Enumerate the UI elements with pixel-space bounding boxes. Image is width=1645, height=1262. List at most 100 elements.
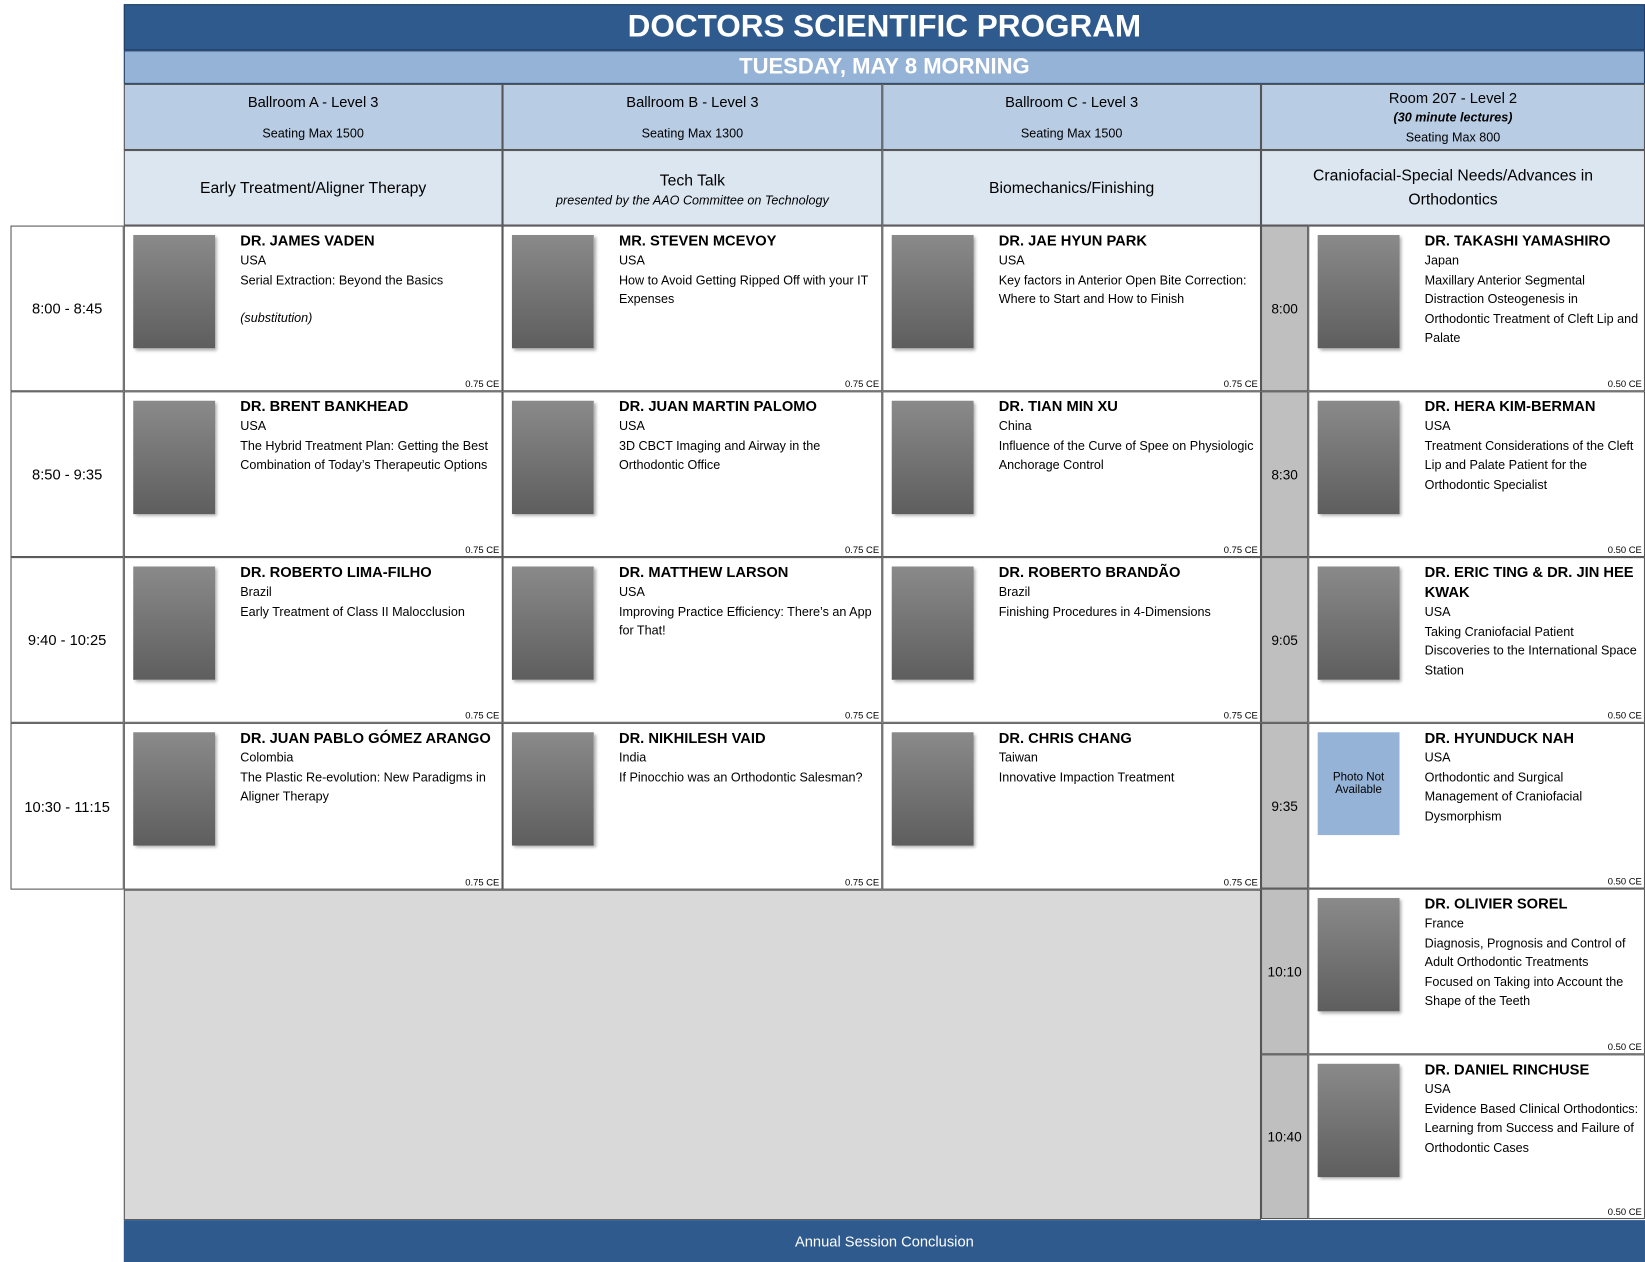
speaker-country: China <box>998 418 1032 434</box>
speaker-photo <box>1317 1063 1400 1178</box>
track-name: Early Treatment/Aligner Therapy <box>200 178 427 197</box>
ce-credit: 0.75 CE <box>1223 877 1258 888</box>
session-text: DR. TAKASHI YAMASHIRO Japan Maxillary Ante… <box>1425 231 1640 348</box>
session-time: 10:40 <box>1261 1054 1309 1220</box>
track-header: Early Treatment/Aligner Therapy <box>123 150 503 226</box>
room-name: Ballroom C - Level 3 <box>1005 92 1139 110</box>
empty-area <box>123 889 1262 1221</box>
session-title: Finishing Procedures in 4-Dimensions <box>998 603 1211 619</box>
session-cell: DR. JAMES VADEN USA Serial Extraction: Bey… <box>123 225 503 392</box>
track-name: Biomechanics/Finishing <box>988 178 1155 197</box>
session-title: Innovative Impaction Treatment <box>998 769 1175 785</box>
page-subtitle: TUESDAY, MAY 8 MORNING <box>123 50 1645 84</box>
ce-credit: 0.75 CE <box>845 877 880 888</box>
speaker-country: Brazil <box>240 584 272 600</box>
session-text: DR. NIKHILESH VAID India If Pinocchio was … <box>619 728 877 787</box>
speaker-name: DR. ROBERTO BRANDÃO <box>998 563 1181 581</box>
session-cell: DR. ROBERTO BRANDÃO Brazil Finishing Proce… <box>882 557 1262 723</box>
room-header: Ballroom C - Level 3 Seating Max 1500 <box>882 83 1262 151</box>
session-title: Influence of the Curve of Spee on Physio… <box>998 437 1254 473</box>
ce-credit: 0.75 CE <box>845 378 880 390</box>
session-title: Orthodontic and Surgical Management of C… <box>1424 769 1583 824</box>
room-header: Room 207 - Level 2 (30 minute lectures) Se… <box>1261 83 1645 151</box>
track-name: Tech Talk <box>659 171 726 190</box>
session-title: Diagnosis, Prognosis and Control of Adul… <box>1424 935 1626 1009</box>
session-cell: DR. ROBERTO LIMA-FILHO Brazil Early Treatm… <box>123 557 503 723</box>
speaker-country: USA <box>1424 750 1451 765</box>
ce-credit: 0.50 CE <box>1607 544 1642 555</box>
speaker-photo <box>511 566 594 680</box>
session-time: 9:35 <box>1261 722 1309 889</box>
session-cell: DR. NIKHILESH VAID India If Pinocchio was … <box>502 722 883 890</box>
ce-credit: 0.50 CE <box>1607 378 1642 390</box>
time-slot: 8:50 - 9:35 <box>10 391 124 558</box>
speaker-country: USA <box>618 584 645 600</box>
time-slot: 8:00 - 8:45 <box>10 225 124 392</box>
speaker-photo <box>511 400 594 515</box>
session-text: DR. JUAN PABLO GÓMEZ ARANGO Colombia The P… <box>240 728 497 806</box>
session-cell: DR. MATTHEW LARSON USA Improving Practice … <box>502 557 883 723</box>
room-header: Ballroom B - Level 3 Seating Max 1300 <box>502 83 883 151</box>
speaker-name: DR. JAE HYUN PARK <box>998 231 1147 249</box>
speaker-country: Brazil <box>998 584 1031 600</box>
track-header: Craniofacial-Special Needs/Advances in O… <box>1261 150 1645 226</box>
session-text: DR. JAMES VADEN USA Serial Extraction: Bey… <box>240 231 497 328</box>
speaker-name: DR. BRENT BANKHEAD <box>240 397 409 415</box>
track-header: Tech Talk presented by the AAO Committee … <box>502 150 883 226</box>
speaker-country: India <box>618 750 647 765</box>
session-text: DR. BRENT BANKHEAD USA The Hybrid Treatmen… <box>240 397 497 475</box>
ce-credit: 0.75 CE <box>1223 710 1258 721</box>
ce-credit: 0.75 CE <box>845 544 880 555</box>
session-title: Key factors in Anterior Open Bite Correc… <box>998 272 1247 307</box>
session-cell: DR. TIAN MIN XU China Influence of the Cur… <box>882 391 1262 558</box>
session-text: DR. DANIEL RINCHUSE USA Evidence Based Cli… <box>1425 1060 1640 1158</box>
session-text: DR. TIAN MIN XU China Influence of the Cur… <box>999 397 1256 475</box>
session-text: DR. HYUNDUCK NAH USA Orthodontic and Surgi… <box>1425 728 1640 826</box>
session-time: 8:00 <box>1261 225 1309 392</box>
session-cell: DR. ERIC TING & DR. JIN HEE KWAK USA Takin… <box>1308 557 1645 723</box>
session-title: Improving Practice Efficiency: There’s a… <box>618 603 872 638</box>
speaker-name: DR. JUAN PABLO GÓMEZ ARANGO <box>240 729 491 746</box>
speaker-country: USA <box>240 418 267 434</box>
speaker-photo <box>511 234 594 349</box>
speaker-photo <box>133 400 216 515</box>
ce-credit: 0.75 CE <box>465 378 500 390</box>
speaker-country: Taiwan <box>998 750 1038 765</box>
ce-credit: 0.75 CE <box>465 710 500 721</box>
session-text: DR. HERA KIM-BERMAN USA Treatment Consider… <box>1425 397 1640 495</box>
speaker-name: DR. DANIEL RINCHUSE <box>1424 1060 1590 1078</box>
session-text: MR. STEVEN MCEVOY USA How to Avoid Getting… <box>619 231 877 309</box>
time-slot: 9:40 - 10:25 <box>10 557 124 723</box>
speaker-photo <box>891 566 974 680</box>
speaker-name: DR. OLIVIER SOREL <box>1424 894 1568 912</box>
ce-credit: 0.75 CE <box>845 710 880 721</box>
speaker-name: DR. TAKASHI YAMASHIRO <box>1424 231 1611 249</box>
session-text: DR. OLIVIER SOREL France Diagnosis, Progno… <box>1425 894 1640 1011</box>
session-cell: DR. JUAN PABLO GÓMEZ ARANGO Colombia The P… <box>123 722 503 890</box>
speaker-name: DR. JAMES VADEN <box>240 231 375 249</box>
session-title: Evidence Based Clinical Orthodontics: Le… <box>1424 1101 1639 1155</box>
speaker-name: MR. STEVEN MCEVOY <box>618 231 777 249</box>
session-cell: DR. OLIVIER SOREL France Diagnosis, Progno… <box>1308 888 1645 1055</box>
ce-credit: 0.50 CE <box>1607 875 1642 887</box>
session-cell: DR. JUAN MARTIN PALOMO USA 3D CBCT Imaging… <box>502 391 883 558</box>
session-time: 10:10 <box>1261 888 1309 1055</box>
session-text: DR. JUAN MARTIN PALOMO USA 3D CBCT Imaging… <box>619 397 877 475</box>
session-cell: DR. CHRIS CHANG Taiwan Innovative Impactio… <box>882 722 1262 890</box>
room-seating: Seating Max 1500 <box>1020 125 1123 141</box>
page-title: DOCTORS SCIENTIFIC PROGRAM <box>123 4 1645 51</box>
speaker-name: DR. MATTHEW LARSON <box>618 563 789 581</box>
room-name: Ballroom B - Level 3 <box>626 92 759 110</box>
ce-credit: 0.50 CE <box>1607 710 1642 721</box>
session-cell: DR. TAKASHI YAMASHIRO Japan Maxillary Ante… <box>1308 225 1645 392</box>
track-note: presented by the AAO Committee on Techno… <box>556 192 829 208</box>
session-title: Serial Extraction: Beyond the Basics <box>240 272 444 287</box>
speaker-name: DR. TIAN MIN XU <box>998 397 1118 415</box>
room-seating: Seating Max 800 <box>1405 129 1501 145</box>
speaker-photo <box>891 400 974 515</box>
speaker-photo <box>891 732 974 846</box>
track-header: Biomechanics/Finishing <box>882 150 1262 226</box>
room-name: Room 207 - Level 2 <box>1388 88 1518 106</box>
session-title: Maxillary Anterior Segmental Distraction… <box>1424 272 1639 346</box>
speaker-country: USA <box>1424 1081 1451 1097</box>
